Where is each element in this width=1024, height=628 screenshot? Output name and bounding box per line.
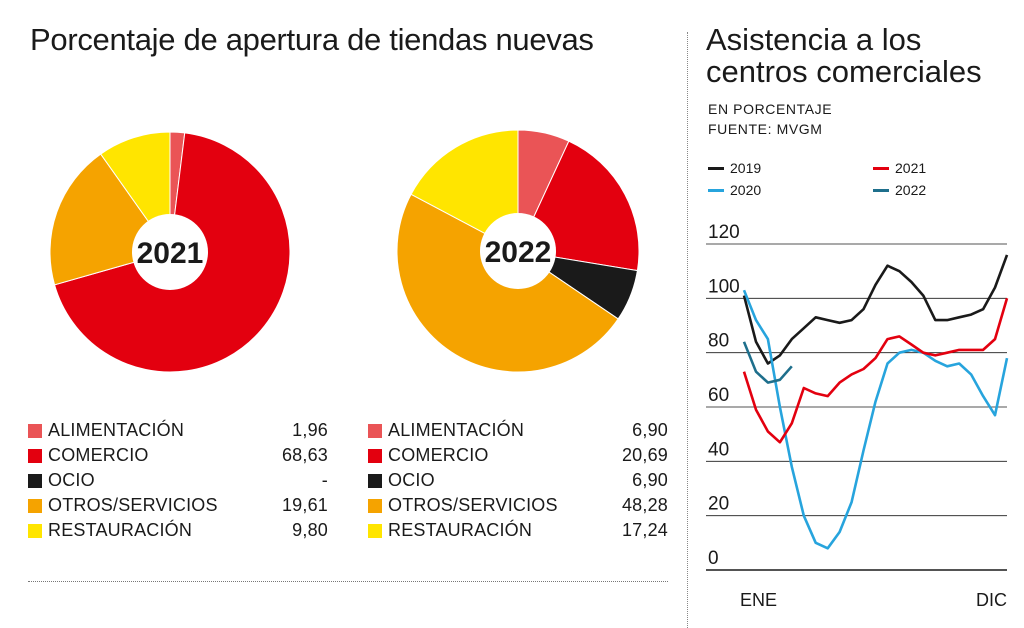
- legend-value: 6,90: [632, 470, 668, 490]
- line-chart-svg: 0 20 40 60 80 100 120 ENE DIC: [706, 222, 1009, 610]
- source-label: FUENTE: MVGM: [708, 121, 823, 137]
- legend-label: COMERCIO: [48, 445, 149, 465]
- pie-center-hole: [480, 213, 556, 289]
- line-legend-2022: 2022: [873, 182, 926, 198]
- series-line-2020: [742, 289, 1009, 550]
- y-tick-label: 60: [708, 385, 729, 406]
- pie-center-label: 2021: [137, 237, 204, 270]
- line-legend-label: 2022: [895, 182, 927, 198]
- bottom-dotted-divider: [28, 581, 668, 582]
- pie-center-label: 2022: [485, 236, 552, 269]
- legend-item: RESTAURACIÓN 9,80: [28, 518, 328, 543]
- series-line-2019: [742, 254, 1009, 365]
- pie-2021-svg: 2021: [49, 131, 291, 373]
- legend-label: COMERCIO: [388, 445, 489, 465]
- legend-value: 6,90: [632, 420, 668, 440]
- legend-label: OCIO: [388, 470, 435, 490]
- unit-label: EN PORCENTAJE: [708, 101, 833, 117]
- legend-item: COMERCIO 20,69: [368, 443, 668, 468]
- vertical-dotted-divider: [687, 32, 688, 628]
- y-tick-label: 40: [708, 439, 729, 460]
- legend-label: OTROS/SERVICIOS: [48, 495, 218, 515]
- legend-value: 17,24: [621, 520, 668, 540]
- y-tick-label: 100: [708, 276, 740, 297]
- legend-swatch: [368, 473, 382, 488]
- legend-item: COMERCIO 68,63: [28, 443, 328, 468]
- legend-item: OTROS/SERVICIOS 48,28: [368, 493, 668, 518]
- legend-value: 1,96: [292, 420, 328, 440]
- legend-item: OTROS/SERVICIOS 19,61: [28, 493, 328, 518]
- legend-value: 9,80: [292, 520, 328, 540]
- legend-2022: ALIMENTACIÓN 6,90 COMERCIO 20,69 OCIO 6,90 …: [368, 418, 668, 543]
- series-line-2022: [742, 341, 793, 384]
- line-legend-swatch: [873, 188, 889, 192]
- line-legend-2020: 2020: [708, 182, 761, 198]
- legend-swatch: [28, 448, 42, 463]
- line-legend-label: 2019: [730, 160, 762, 176]
- legend-label: ALIMENTACIÓN: [48, 420, 185, 440]
- x-tick-label: DIC: [976, 590, 1007, 610]
- y-tick-label: 20: [708, 494, 729, 515]
- legend-label: OTROS/SERVICIOS: [388, 495, 558, 515]
- pie-slice-restauracion: [410, 129, 519, 252]
- pie-chart-2022: 2022: [395, 128, 641, 379]
- legend-swatch: [368, 423, 382, 438]
- legend-value: 20,69: [621, 445, 668, 465]
- line-legend-swatch: [873, 166, 889, 170]
- legend-swatch: [28, 473, 42, 488]
- legend-swatch: [28, 523, 42, 538]
- legend-value: 68,63: [281, 445, 328, 465]
- y-tick-label: 80: [708, 331, 729, 352]
- y-tick-label: 0: [708, 548, 719, 569]
- legend-swatch: [368, 523, 382, 538]
- legend-2021: ALIMENTACIÓN 1,96 COMERCIO 68,63 OCIO - OTR…: [28, 418, 328, 543]
- legend-item: ALIMENTACIÓN 6,90: [368, 418, 668, 443]
- pie-2022-svg: 2022: [396, 129, 640, 373]
- legend-item: RESTAURACIÓN 17,24: [368, 518, 668, 543]
- legend-value: -: [321, 470, 328, 490]
- y-tick-label: 120: [708, 222, 740, 243]
- legend-item: OCIO -: [28, 468, 328, 493]
- legend-label: ALIMENTACIÓN: [388, 420, 525, 440]
- line-legend-swatch: [708, 166, 724, 170]
- legend-item: ALIMENTACIÓN 1,96: [28, 418, 328, 443]
- legend-swatch: [28, 423, 42, 438]
- line-legend-label: 2021: [895, 160, 927, 176]
- x-tick-label: ENE: [740, 590, 777, 610]
- legend-value: 48,28: [621, 495, 668, 515]
- legend-value: 19,61: [281, 495, 328, 515]
- legend-swatch: [368, 448, 382, 463]
- right-title: Asistencia a los centros comerciales: [706, 22, 982, 89]
- legend-label: RESTAURACIÓN: [388, 520, 533, 540]
- legend-item: OCIO 6,90: [368, 468, 668, 493]
- legend-swatch: [28, 498, 42, 513]
- line-legend-2019: 2019: [708, 160, 761, 176]
- legend-label: OCIO: [48, 470, 95, 490]
- series-line-2021: [742, 297, 1009, 444]
- pie-chart-2021: 2021: [48, 130, 292, 379]
- left-title: Porcentaje de apertura de tiendas nuevas: [30, 22, 594, 57]
- legend-label: RESTAURACIÓN: [48, 520, 193, 540]
- line-legend-swatch: [708, 188, 724, 192]
- legend-swatch: [368, 498, 382, 513]
- line-legend-2021: 2021: [873, 160, 926, 176]
- line-legend-label: 2020: [730, 182, 762, 198]
- pie-center-hole: [132, 214, 208, 290]
